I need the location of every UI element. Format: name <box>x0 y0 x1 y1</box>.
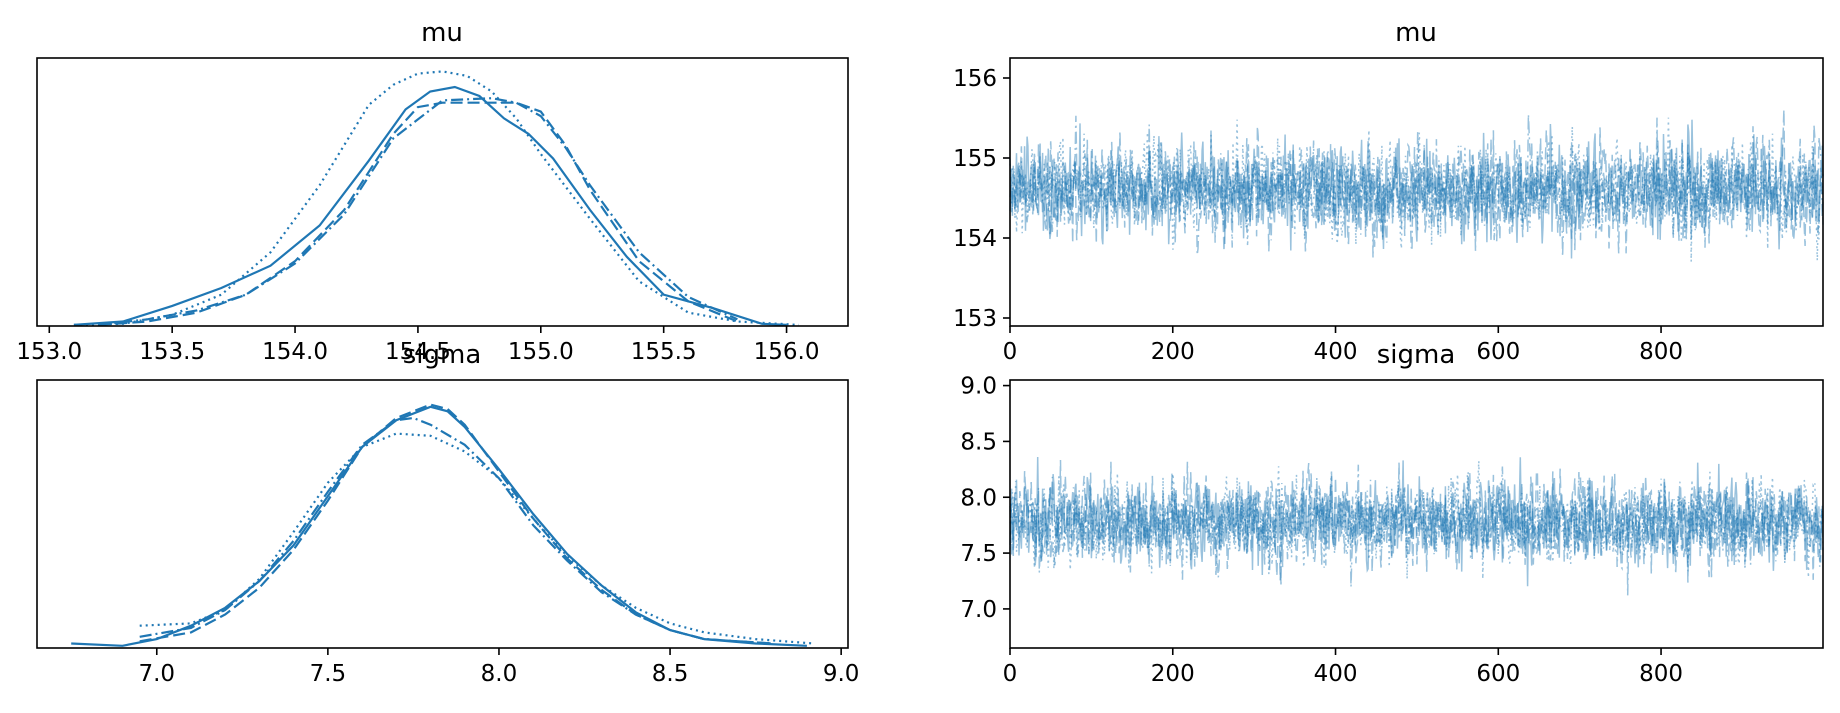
x-tick-label: 800 <box>1639 339 1683 365</box>
y-tick-label: 155 <box>953 146 997 172</box>
sigma-trace-frame <box>1009 379 1824 649</box>
sigma-trace-title: sigma <box>1377 340 1456 370</box>
mu-trace-plot-area <box>1009 109 1824 262</box>
x-tick-label: 8.0 <box>481 661 518 687</box>
sigma-trace-plot-area <box>1009 456 1824 596</box>
sigma-trace-x-axis: 0 200 400 600 800 <box>1003 648 1683 687</box>
mu-density-panel: mu 153.0 153.5 154.0 154.5 155.0 155.5 156.0 <box>16 18 849 365</box>
trace-chain-4 <box>1009 460 1824 579</box>
x-tick-label: 7.5 <box>310 661 347 687</box>
x-tick-label: 600 <box>1476 661 1520 687</box>
x-tick-label: 0 <box>1003 339 1018 365</box>
y-tick-label: 156 <box>953 66 997 92</box>
density-line-dashed <box>98 101 738 326</box>
trace-chain-1 <box>1009 456 1824 587</box>
sigma-density-plot-area <box>71 403 814 647</box>
y-tick-label: 154 <box>953 226 997 252</box>
x-tick-label: 155.5 <box>631 339 697 365</box>
trace-chain-1 <box>1009 119 1824 259</box>
x-tick-label: 153.5 <box>139 339 205 365</box>
y-tick-label: 9.0 <box>960 374 997 400</box>
trace-chain-2 <box>1009 109 1824 254</box>
x-tick-label: 200 <box>1151 339 1195 365</box>
y-tick-label: 7.5 <box>960 541 997 567</box>
x-tick-label: 9.0 <box>823 661 860 687</box>
mu-density-title: mu <box>421 18 463 48</box>
y-tick-label: 8.0 <box>960 485 997 511</box>
density-line-dashed <box>139 403 773 645</box>
x-tick-label: 0 <box>1003 661 1018 687</box>
mu-density-plot-area <box>73 70 799 326</box>
y-tick-label: 8.5 <box>960 429 997 455</box>
x-tick-label: 400 <box>1314 339 1358 365</box>
x-tick-label: 600 <box>1476 339 1520 365</box>
x-tick-label: 154.0 <box>262 339 328 365</box>
x-tick-label: 156.0 <box>754 339 820 365</box>
trace-chain-4 <box>1009 117 1824 262</box>
trace-chain-3 <box>1009 461 1824 596</box>
density-line-dashdot <box>98 97 738 326</box>
mu-trace-title: mu <box>1395 18 1437 48</box>
x-tick-label: 154.5 <box>385 339 451 365</box>
mu-trace-frame <box>1009 57 1824 327</box>
density-line-dotted <box>139 432 814 645</box>
x-tick-label: 200 <box>1151 661 1195 687</box>
mu-trace-y-axis: 153 154 155 156 <box>953 66 1010 332</box>
sigma-density-title: sigma <box>403 340 482 370</box>
trace-chain-2 <box>1009 459 1824 583</box>
sigma-trace-panel: 0 200 400 600 800 7.0 7.5 8.0 8.5 9.0 sigma <box>960 340 1824 687</box>
x-tick-label: 7.0 <box>138 661 175 687</box>
x-tick-label: 400 <box>1314 661 1358 687</box>
density-line-dashdot <box>139 416 773 645</box>
x-tick-label: 8.5 <box>652 661 689 687</box>
density-line-solid <box>71 405 807 647</box>
sigma-density-frame <box>36 379 849 649</box>
mu-trace-panel: mu 0 200 400 600 800 153 154 155 156 <box>953 18 1824 365</box>
mu-density-x-axis: 153.0 153.5 154.0 154.5 155.0 155.5 156.0 <box>16 326 819 365</box>
y-tick-label: 7.0 <box>960 597 997 623</box>
sigma-density-panel: 7.0 7.5 8.0 8.5 9.0 sigma <box>36 340 859 687</box>
density-line-solid <box>73 85 787 326</box>
mu-trace-x-axis: 0 200 400 600 800 <box>1003 326 1683 365</box>
x-tick-label: 155.0 <box>508 339 574 365</box>
mu-density-frame <box>36 57 849 327</box>
x-tick-label: 800 <box>1639 661 1683 687</box>
sigma-density-x-axis: 7.0 7.5 8.0 8.5 9.0 <box>138 648 859 687</box>
x-tick-label: 153.0 <box>16 339 82 365</box>
y-tick-label: 153 <box>953 306 997 332</box>
density-line-dotted <box>73 70 799 326</box>
trace-chain-3 <box>1009 114 1824 258</box>
sigma-trace-y-axis: 7.0 7.5 8.0 8.5 9.0 <box>960 374 1010 623</box>
